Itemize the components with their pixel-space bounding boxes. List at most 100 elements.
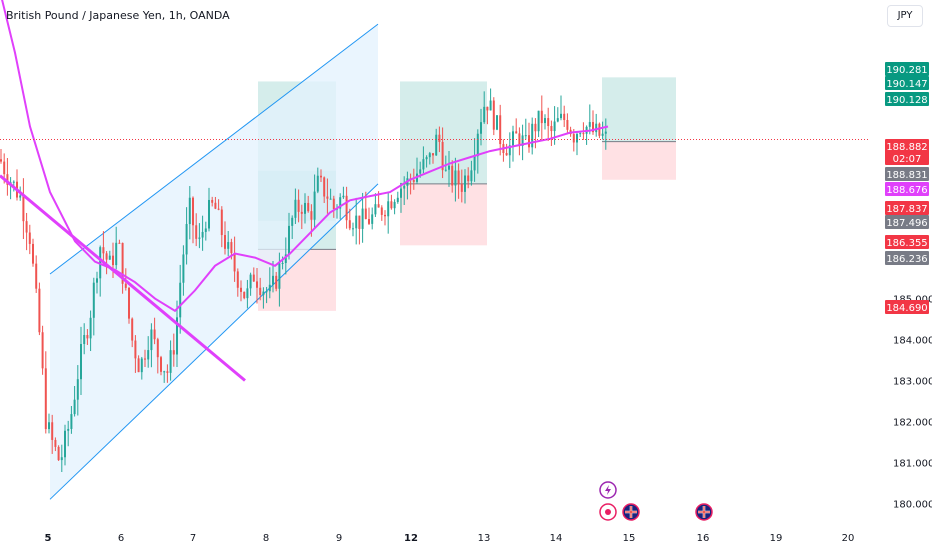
- candle-body: [364, 208, 367, 220]
- lightning-glyph: [605, 485, 611, 495]
- trendline[interactable]: [0, 174, 246, 382]
- candle-body: [400, 188, 402, 198]
- candle-body: [150, 329, 153, 351]
- candle-body: [185, 224, 188, 255]
- candle-body: [348, 220, 351, 229]
- stop-zone: [400, 183, 487, 246]
- candle-body: [89, 317, 92, 339]
- candle-body: [137, 358, 140, 373]
- x-tick-label: 6: [118, 533, 124, 544]
- candle-body: [124, 283, 127, 288]
- candle-body: [67, 428, 70, 431]
- ma-line: [1, 0, 609, 313]
- price-label-text: 184.690: [886, 303, 927, 314]
- candle-body: [476, 133, 479, 157]
- candle-body: [230, 242, 233, 254]
- candle-body: [604, 131, 607, 134]
- candle-body: [28, 232, 31, 244]
- price-label-text: 186.355: [886, 238, 927, 249]
- candle-body: [499, 115, 502, 145]
- candle-body: [326, 196, 329, 199]
- candle-body: [588, 122, 591, 127]
- candle-body: [598, 123, 601, 136]
- candle-body: [384, 214, 386, 217]
- parallel-channel[interactable]: [49, 23, 379, 500]
- candle-body: [377, 204, 380, 208]
- candle-body: [361, 208, 364, 229]
- candle-body: [387, 201, 390, 217]
- candle-body: [537, 110, 540, 132]
- candle-body: [316, 175, 319, 192]
- candle-body: [412, 180, 415, 182]
- y-tick-label: 181.000: [893, 458, 932, 469]
- candle-body: [144, 358, 146, 360]
- currency-button[interactable]: JPY: [887, 5, 923, 27]
- candle-body: [259, 287, 262, 296]
- candle-body: [492, 100, 495, 130]
- candle-body: [224, 235, 226, 249]
- candle-body: [329, 198, 332, 200]
- candle-body: [291, 217, 294, 226]
- candle-body: [195, 225, 198, 239]
- candle-body: [76, 379, 79, 400]
- candle-body: [294, 199, 297, 218]
- candle-body: [566, 120, 569, 130]
- candle-body: [435, 134, 438, 156]
- candle-body: [32, 243, 34, 264]
- candle-body: [147, 350, 150, 360]
- channel-lower-line: [49, 183, 379, 500]
- candle-body: [544, 118, 546, 124]
- event-markers: [599, 481, 713, 521]
- time-axis[interactable]: 5 6 7 8 9 12 13 14 15 16 19 20: [45, 533, 855, 544]
- candle-body: [166, 371, 169, 373]
- price-label-text: 188.882: [886, 142, 927, 153]
- price-label-box: [885, 62, 929, 76]
- candle-body: [233, 253, 236, 272]
- candle-body: [297, 199, 300, 212]
- price-label-text: 190.147: [886, 79, 927, 90]
- price-label-text: 188.676: [886, 185, 927, 196]
- candle-body: [179, 282, 182, 318]
- candle-body: [160, 357, 162, 372]
- candle-body: [470, 170, 473, 182]
- candle-body: [44, 368, 47, 430]
- candle-body: [486, 106, 489, 111]
- candle-body: [320, 175, 322, 178]
- candle-body: [540, 110, 543, 124]
- y-tick-label: 184.000: [893, 336, 932, 347]
- price-label-box: [885, 92, 929, 106]
- record-icon: [599, 503, 617, 521]
- x-tick-label: 14: [550, 533, 563, 544]
- y-tick-label: 180.000: [893, 499, 932, 510]
- candle-body: [201, 231, 204, 238]
- x-tick-label: 19: [770, 533, 783, 544]
- candle-body: [396, 197, 399, 202]
- price-label-text: 187.496: [886, 218, 927, 229]
- candle-body: [342, 195, 345, 198]
- uk-flag-icon: [695, 503, 713, 521]
- candle-body: [332, 198, 335, 209]
- x-tick-label: 9: [336, 533, 342, 544]
- candle-body: [480, 122, 482, 134]
- candle-body: [304, 202, 306, 214]
- candle-body: [425, 157, 428, 160]
- candle-body: [48, 422, 50, 430]
- price-label-text: 188.831: [886, 170, 927, 181]
- candle-body: [572, 134, 575, 143]
- candle-body: [467, 175, 470, 182]
- candle-body: [243, 291, 246, 299]
- candle-body: [428, 153, 431, 158]
- candle-body: [457, 170, 460, 185]
- candle-body: [22, 195, 25, 222]
- candle-body: [508, 145, 511, 156]
- price-label-text: 190.281: [886, 65, 927, 76]
- price-label-text: 190.128: [886, 95, 927, 106]
- candle-body: [284, 254, 287, 264]
- target-zone: [602, 77, 676, 142]
- candle-body: [454, 170, 457, 186]
- candle-body: [172, 350, 175, 355]
- candle-body: [262, 291, 265, 296]
- candle-body: [80, 344, 82, 380]
- candle-body: [153, 329, 156, 340]
